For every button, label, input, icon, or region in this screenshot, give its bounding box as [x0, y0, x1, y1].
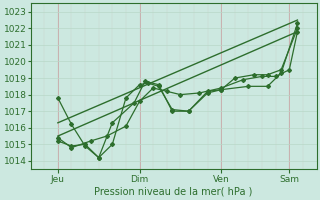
X-axis label: Pression niveau de la mer( hPa ): Pression niveau de la mer( hPa ) — [94, 187, 253, 197]
